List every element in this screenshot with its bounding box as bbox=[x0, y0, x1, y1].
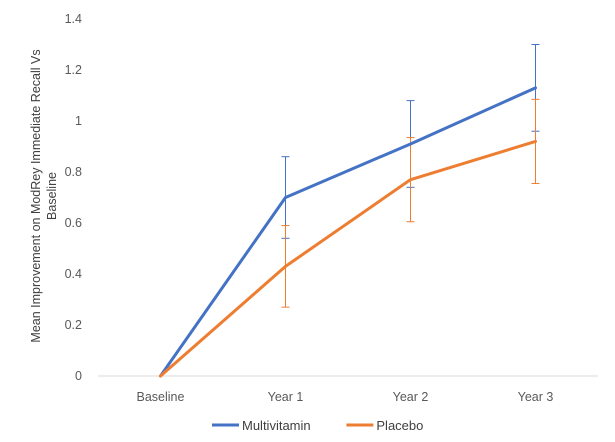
y-tick-label: 0.2 bbox=[65, 318, 82, 332]
x-axis-ticks: Baseline Year 1 Year 2 Year 3 bbox=[137, 390, 554, 404]
series-line-multivitamin bbox=[159, 86, 537, 378]
y-axis-title-group: Mean Improvement on ModRey Immediate Rec… bbox=[29, 49, 59, 342]
y-axis-ticks: 0 0.2 0.4 0.6 0.8 1 1.2 1.4 bbox=[65, 12, 82, 383]
x-tick-label: Baseline bbox=[137, 390, 185, 404]
y-tick-label: 1.2 bbox=[65, 63, 82, 77]
y-tick-label: 0.4 bbox=[65, 267, 82, 281]
y-tick-label: 0.6 bbox=[65, 216, 82, 230]
y-tick-label: 0.8 bbox=[65, 165, 82, 179]
y-tick-label: 1 bbox=[75, 114, 82, 128]
x-tick-label: Year 2 bbox=[393, 390, 429, 404]
x-tick-label: Year 1 bbox=[268, 390, 304, 404]
legend-label-multivitamin: Multivitamin bbox=[242, 418, 311, 433]
y-tick-label: 1.4 bbox=[65, 12, 82, 26]
legend-label-placebo: Placebo bbox=[376, 418, 423, 433]
y-tick-label: 0 bbox=[75, 369, 82, 383]
y-axis-title-line-2: Baseline bbox=[45, 172, 59, 220]
x-tick-label: Year 3 bbox=[518, 390, 554, 404]
series-line-placebo bbox=[159, 139, 537, 378]
y-axis-title-line-1: Mean Improvement on ModRey Immediate Rec… bbox=[29, 49, 43, 342]
legend: Multivitamin Placebo bbox=[212, 418, 423, 433]
plot-area bbox=[159, 44, 540, 378]
